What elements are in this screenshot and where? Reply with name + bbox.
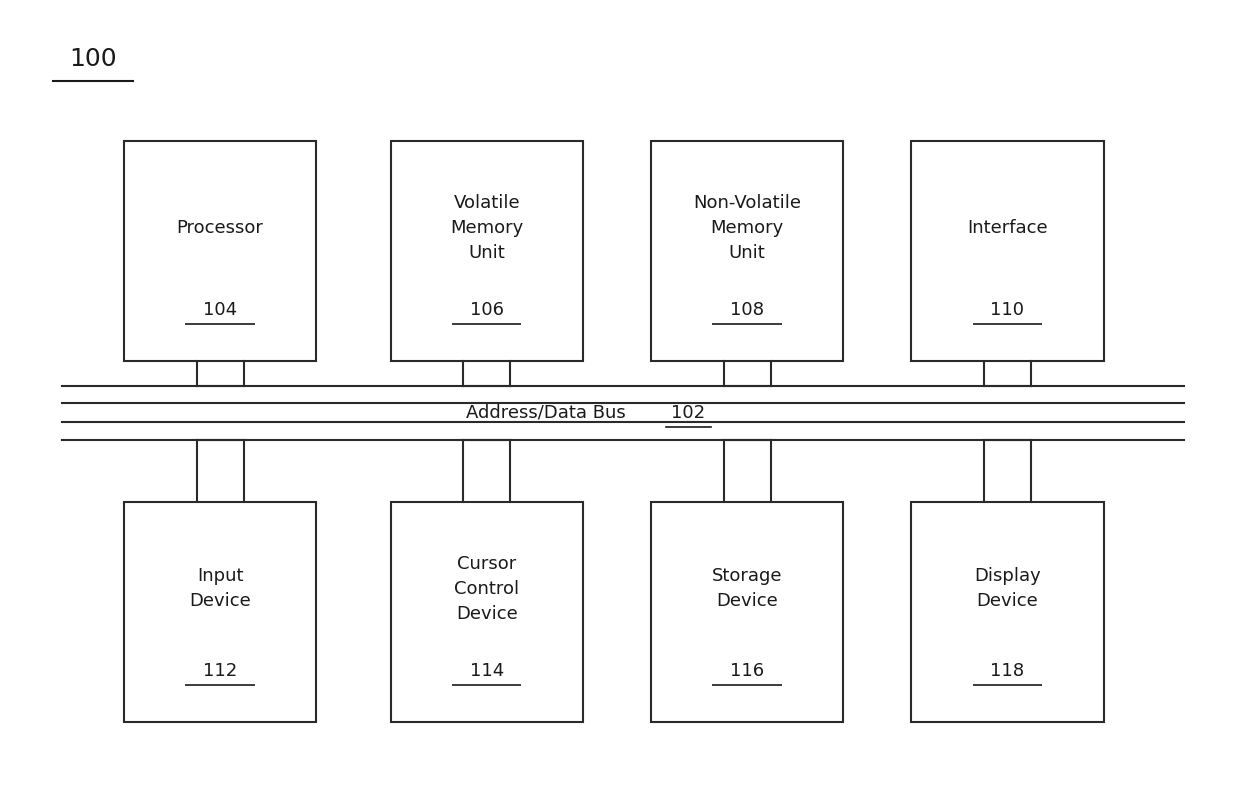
Text: Interface: Interface — [967, 219, 1048, 236]
Text: 106: 106 — [470, 301, 503, 319]
Text: 108: 108 — [730, 301, 764, 319]
Text: Storage
Device: Storage Device — [712, 568, 782, 610]
Text: Cursor
Control
Device: Cursor Control Device — [454, 555, 520, 623]
Bar — [124, 502, 316, 722]
Bar — [911, 502, 1104, 722]
Bar — [124, 141, 316, 361]
Bar — [391, 141, 583, 361]
Text: 110: 110 — [991, 301, 1024, 319]
Text: Input
Device: Input Device — [190, 568, 250, 610]
Text: 100: 100 — [69, 47, 117, 71]
Bar — [651, 502, 843, 722]
Text: 112: 112 — [203, 663, 237, 680]
Bar — [911, 141, 1104, 361]
Text: Processor: Processor — [176, 219, 264, 236]
Text: Non-Volatile
Memory
Unit: Non-Volatile Memory Unit — [693, 194, 801, 261]
Text: Address/Data Bus: Address/Data Bus — [466, 404, 625, 422]
Text: 114: 114 — [470, 663, 503, 680]
Text: Volatile
Memory
Unit: Volatile Memory Unit — [450, 194, 523, 261]
Text: Display
Device: Display Device — [975, 568, 1040, 610]
Text: 102: 102 — [671, 404, 706, 422]
Text: 118: 118 — [991, 663, 1024, 680]
Bar — [651, 141, 843, 361]
Text: 116: 116 — [730, 663, 764, 680]
Bar — [391, 502, 583, 722]
Text: 104: 104 — [203, 301, 237, 319]
